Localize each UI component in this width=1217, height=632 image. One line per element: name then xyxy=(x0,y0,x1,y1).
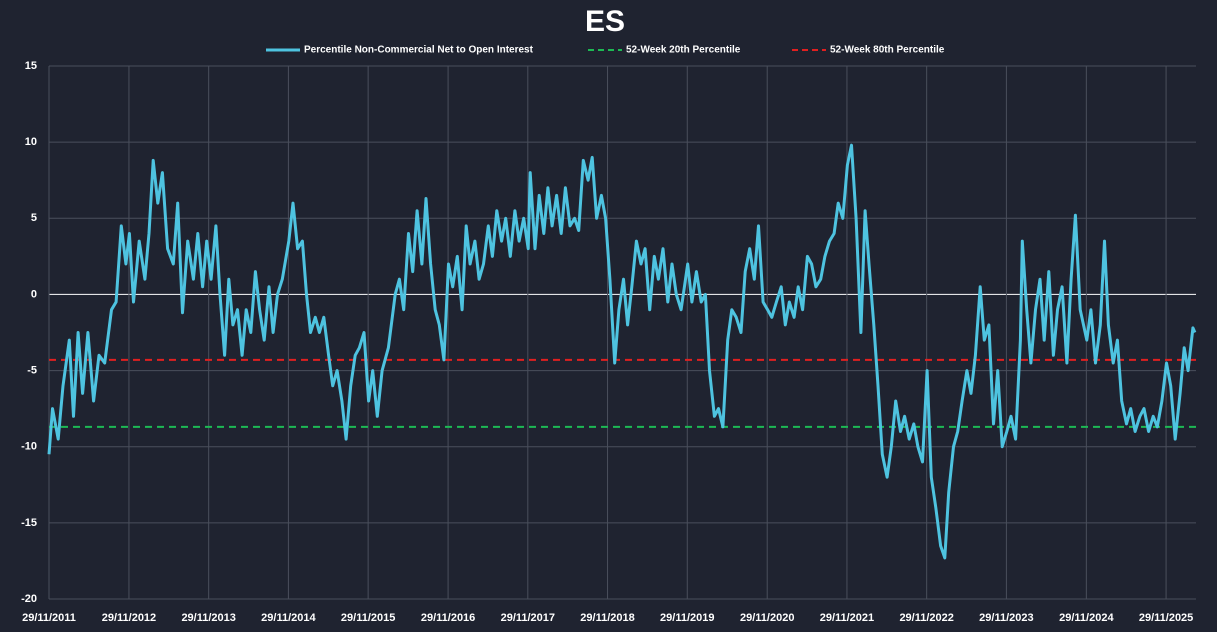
y-tick-label: -20 xyxy=(21,593,37,605)
x-tick-label: 29/11/2014 xyxy=(261,612,316,624)
y-tick-label: 5 xyxy=(31,212,37,224)
x-tick-label: 29/11/2013 xyxy=(181,612,235,624)
legend-label: 52-Week 20th Percentile xyxy=(626,45,741,56)
x-tick-label: 29/11/2019 xyxy=(660,612,714,624)
y-tick-label: -5 xyxy=(27,364,37,376)
x-tick-label: 29/11/2018 xyxy=(580,612,634,624)
x-tick-label: 29/11/2025 xyxy=(1139,612,1193,624)
x-tick-label: 29/11/2022 xyxy=(899,612,953,624)
x-tick-label: 29/11/2023 xyxy=(979,612,1033,624)
x-tick-label: 29/11/2012 xyxy=(102,612,156,624)
legend-label: Percentile Non-Commercial Net to Open In… xyxy=(304,45,534,56)
x-tick-label: 29/11/2021 xyxy=(820,612,874,624)
chart-title: ES xyxy=(585,5,625,38)
x-tick-label: 29/11/2011 xyxy=(22,612,76,624)
x-tick-label: 29/11/2024 xyxy=(1059,612,1114,624)
x-tick-label: 29/11/2017 xyxy=(501,612,555,624)
y-tick-label: -10 xyxy=(21,441,37,453)
y-tick-label: 10 xyxy=(25,136,37,148)
x-tick-label: 29/11/2016 xyxy=(421,612,475,624)
legend-label: 52-Week 80th Percentile xyxy=(830,45,945,56)
y-tick-label: 15 xyxy=(25,60,37,72)
data-line xyxy=(47,143,1197,560)
y-tick-label: 0 xyxy=(31,288,37,300)
x-tick-label: 29/11/2015 xyxy=(341,612,395,624)
y-tick-label: -15 xyxy=(21,517,37,529)
x-tick-label: 29/11/2020 xyxy=(740,612,794,624)
